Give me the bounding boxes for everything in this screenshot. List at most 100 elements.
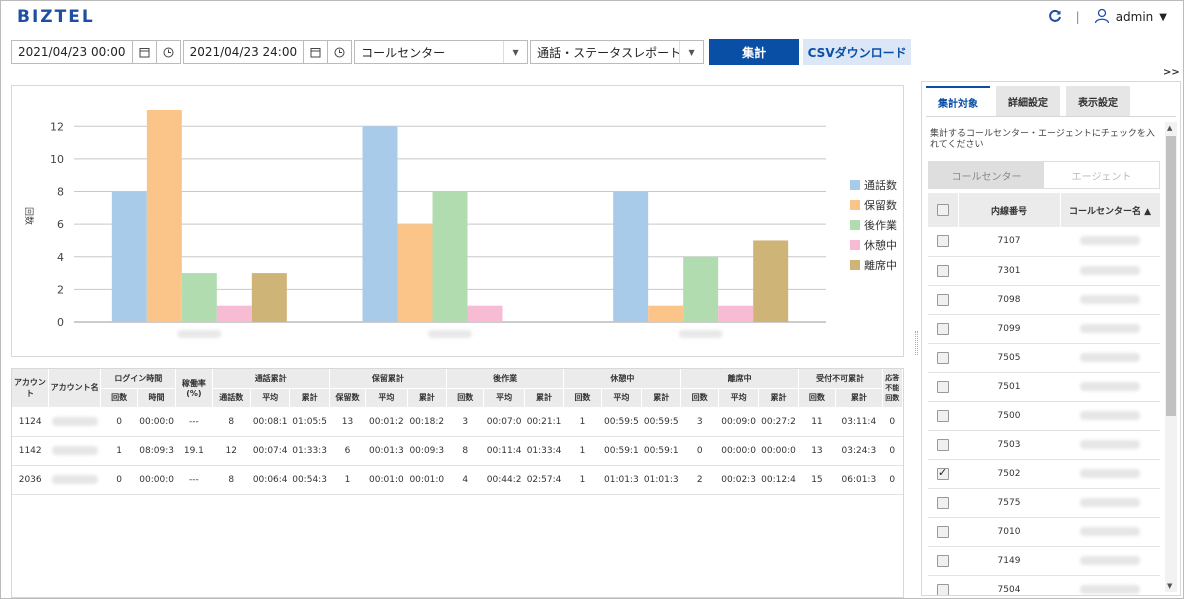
checkbox-cell[interactable] [928,488,958,518]
side-scrollbar[interactable]: ▲ ▼ [1165,122,1177,592]
subcol-break-count[interactable]: 回数 [563,388,602,408]
extension-checkbox[interactable] [937,351,949,364]
end-datetime-field[interactable]: 2021/04/23 24:00 [182,40,353,64]
legend-item[interactable]: 後作業 [850,215,897,235]
extension-row[interactable]: 7107 [928,227,1160,257]
checkbox-cell[interactable] [928,256,958,286]
subcol-login-count[interactable]: 回数 [100,388,138,408]
scope-select[interactable]: コールセンター ▼ [354,40,529,64]
checkbox-cell[interactable] [928,546,958,576]
vertical-splitter[interactable] [915,331,918,355]
checkbox-cell[interactable] [928,343,958,373]
clock-icon[interactable] [327,41,351,63]
end-datetime-value[interactable]: 2021/04/23 24:00 [189,45,298,59]
extension-number: 7098 [958,285,1060,315]
subcol-away-count[interactable]: 回数 [680,388,719,408]
table-row[interactable]: 1142 1 08:09:3 19.1 12 00:07:4 01:33:3 6 00:01:3… [12,436,903,466]
subcol-hold-avg[interactable]: 平均 [365,388,408,408]
extension-checkbox[interactable] [937,409,949,422]
extension-checkbox[interactable] [937,496,949,509]
col-account-name[interactable]: アカウント名 [48,369,102,408]
extension-row[interactable]: 7575 [928,488,1160,518]
report-select[interactable]: 通話・ステータスレポート ▼ [530,40,705,64]
legend-item[interactable]: 離席中 [850,255,897,275]
extension-checkbox[interactable] [937,380,949,393]
clock-icon[interactable] [155,41,180,63]
extension-row[interactable]: 7504 [928,575,1160,595]
user-menu[interactable]: admin ▼ [1094,8,1167,27]
legend-item[interactable]: 休憩中 [850,235,897,255]
col-extension-number[interactable]: 内線番号 [958,193,1061,227]
extension-row[interactable]: 7500 [928,401,1160,431]
subcol-away-avg[interactable]: 平均 [718,388,760,408]
scroll-down-icon[interactable]: ▼ [1167,582,1173,590]
subcol-after-total[interactable]: 累計 [524,388,565,408]
start-datetime-field[interactable]: 2021/04/23 00:00 [11,40,181,64]
extension-checkbox[interactable] [937,322,949,335]
extension-checkbox[interactable] [937,438,949,451]
tab-detail-settings[interactable]: 詳細設定 [996,86,1060,116]
checkbox-cell[interactable] [928,227,958,257]
legend-item[interactable]: 通話数 [850,175,897,195]
col-account[interactable]: アカウント [12,369,49,408]
extension-checkbox[interactable] [937,583,949,595]
extension-row[interactable]: 7301 [928,256,1160,286]
checkbox-cell[interactable] [928,517,958,547]
extension-row[interactable]: 7099 [928,314,1160,344]
col-utilization[interactable]: 稼働率(%) [175,369,213,408]
csv-download-button[interactable]: CSVダウンロード [803,39,912,65]
scroll-thumb[interactable] [1166,136,1176,416]
subcol-break-avg[interactable]: 平均 [601,388,643,408]
extension-row[interactable]: 7503 [928,430,1160,460]
start-datetime-value[interactable]: 2021/04/23 00:00 [18,45,126,59]
extension-checkbox[interactable] [937,466,949,480]
extension-row[interactable]: 7505 [928,343,1160,373]
table-row[interactable]: 2036 0 00:00:0 --- 8 00:06:4 00:54:3 1 00:01:0 00… [12,465,903,495]
subcol-unavail-count[interactable]: 回数 [798,388,837,408]
subcol-login-time[interactable]: 時間 [137,388,177,408]
col-call-center-name[interactable]: コールセンター名 ▲ [1060,193,1161,227]
subcol-hold-count[interactable]: 保留数 [329,388,367,408]
extension-row[interactable]: 7502 [928,459,1160,489]
extension-checkbox[interactable] [937,554,949,567]
subcol-call-count[interactable]: 通話数 [212,388,251,408]
subcol-hold-total[interactable]: 累計 [407,388,448,408]
expand-panel-toggle[interactable]: >> [1163,67,1180,78]
col-no-answer[interactable]: 応答不能回数 [882,369,903,408]
calendar-icon[interactable] [131,41,156,63]
subcol-call-avg[interactable]: 平均 [250,388,291,408]
checkbox-cell[interactable] [928,314,958,344]
extension-checkbox[interactable] [937,293,949,306]
extension-row[interactable]: 7501 [928,372,1160,402]
segment-agent[interactable]: エージェント [1044,162,1159,188]
extension-checkbox[interactable] [937,235,949,248]
extension-checkbox[interactable] [937,525,949,538]
checkbox-cell[interactable] [928,430,958,460]
select-all-checkbox[interactable] [928,193,959,227]
subcol-after-count[interactable]: 回数 [446,388,485,408]
tab-display-settings[interactable]: 表示設定 [1066,86,1130,116]
legend-item[interactable]: 保留数 [850,195,897,215]
tab-target[interactable]: 集計対象 [926,86,990,116]
aggregate-button[interactable]: 集計 [709,39,800,65]
subcol-unavail-total[interactable]: 累計 [835,388,883,408]
subcol-away-total[interactable]: 累計 [758,388,799,408]
checkbox-cell[interactable] [928,372,958,402]
extension-row[interactable]: 7149 [928,546,1160,576]
subcol-call-total[interactable]: 累計 [289,388,330,408]
calendar-icon[interactable] [303,41,327,63]
checkbox-cell[interactable] [928,459,958,489]
checkbox-cell[interactable] [928,285,958,315]
checkbox-cell[interactable] [928,401,958,431]
subcol-after-avg[interactable]: 平均 [483,388,525,408]
table-row[interactable]: 1124 0 00:00:0 --- 8 00:08:1 01:05:5 13 00:01:2 0… [12,407,903,437]
refresh-icon[interactable] [1048,9,1062,26]
extension-row[interactable]: 7098 [928,285,1160,315]
subcol-break-total[interactable]: 累計 [641,388,682,408]
extension-row[interactable]: 7010 [928,517,1160,547]
checkbox[interactable] [936,204,949,216]
segment-call-center[interactable]: コールセンター [929,162,1044,188]
extension-checkbox[interactable] [937,264,949,277]
scroll-up-icon[interactable]: ▲ [1167,124,1173,132]
checkbox-cell[interactable] [928,575,958,595]
